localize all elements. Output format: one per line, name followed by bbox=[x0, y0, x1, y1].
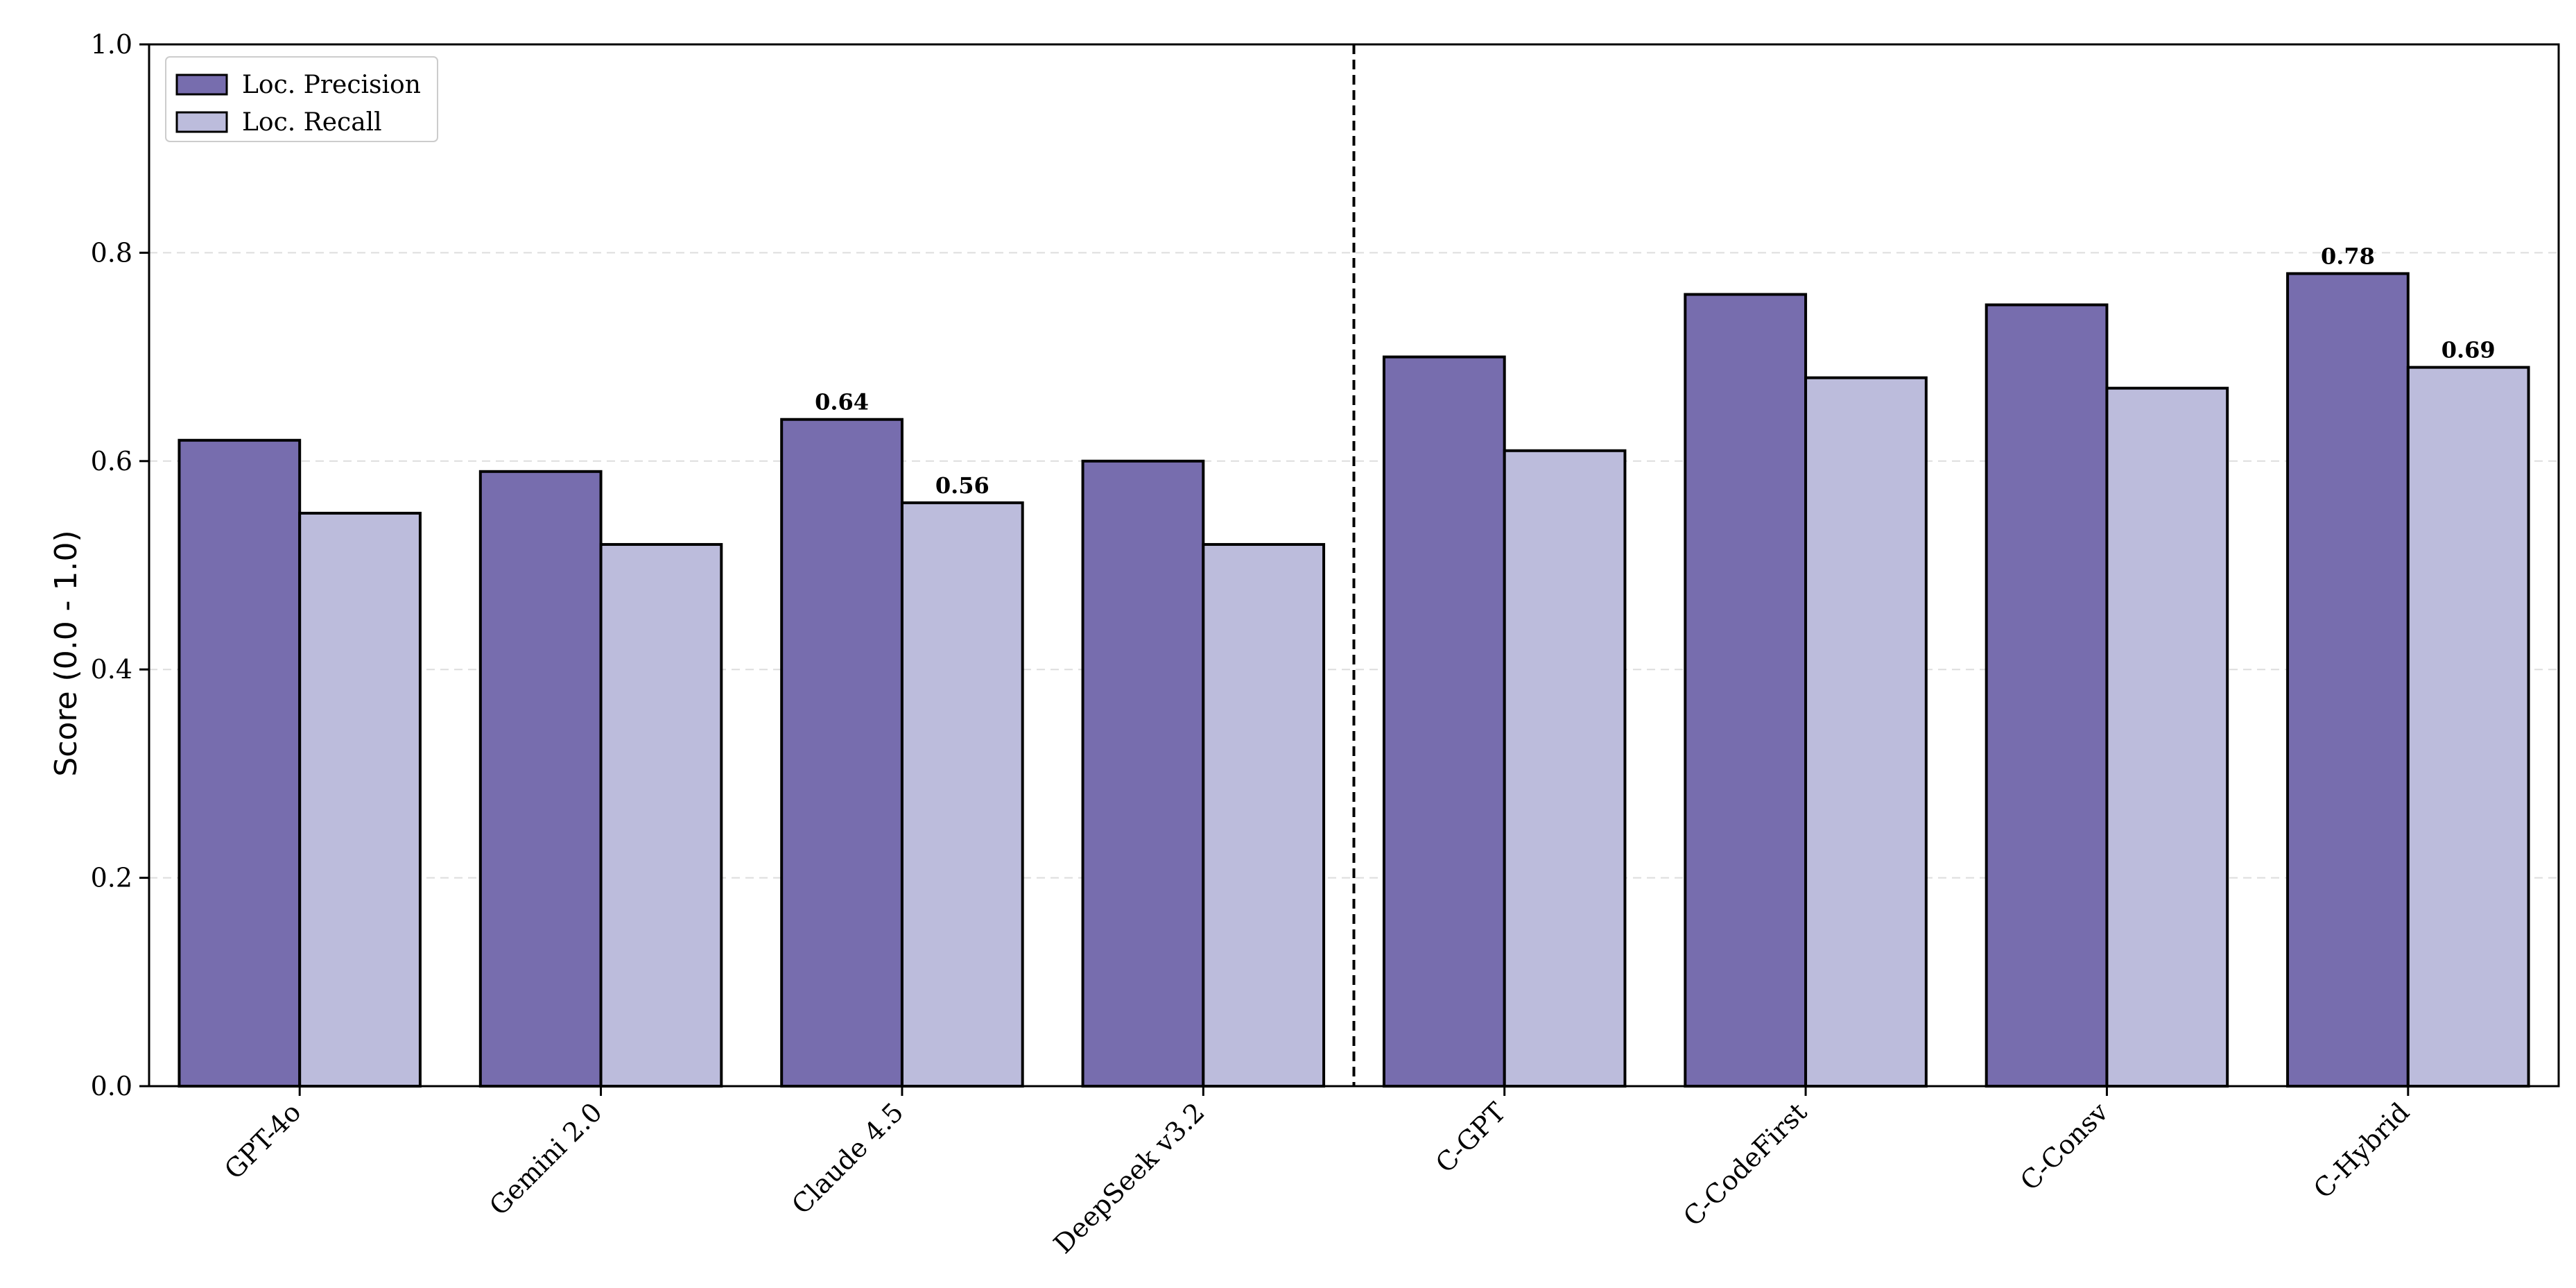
y-tick-label: 0.0 bbox=[91, 1071, 132, 1101]
bar-precision bbox=[178, 438, 302, 1088]
bar-recall bbox=[298, 511, 422, 1088]
data-label: 0.69 bbox=[2441, 337, 2496, 363]
y-tick-label: 0.8 bbox=[91, 237, 132, 268]
plot-frame bbox=[148, 43, 2560, 1088]
legend-box bbox=[165, 56, 438, 142]
legend-label: Loc. Recall bbox=[242, 108, 382, 137]
x-ticks: GPT-4o Gemini 2.0 Claude 4.5 DeepSeek v3.2 C… bbox=[218, 1086, 2415, 1260]
y-tick-label: 0.2 bbox=[91, 863, 132, 893]
legend-swatch bbox=[175, 74, 228, 96]
data-labels: 0.64 0.56 0.78 0.69 bbox=[815, 243, 2496, 498]
x-tick-label: DeepSeek v3.2 bbox=[1048, 1097, 1211, 1260]
legend-label: Loc. Precision bbox=[242, 71, 421, 99]
x-tick-label: C-GPT bbox=[1430, 1097, 1512, 1178]
bar-recall bbox=[2105, 386, 2229, 1088]
bar-recall bbox=[2406, 366, 2530, 1088]
legend-swatch bbox=[175, 111, 228, 133]
x-tick-label: Claude 4.5 bbox=[786, 1097, 909, 1220]
y-tick-label: 1.0 bbox=[91, 29, 132, 60]
bar-recall bbox=[1202, 542, 1326, 1088]
bar-recall bbox=[599, 542, 723, 1088]
y-axis-label: Score (0.0 - 1.0) bbox=[49, 530, 84, 776]
bar-precision bbox=[1081, 459, 1205, 1088]
bar-precision bbox=[2286, 272, 2410, 1088]
bar-recall bbox=[1804, 376, 1928, 1088]
bar-precision bbox=[1985, 303, 2109, 1088]
bar-precision bbox=[1382, 355, 1506, 1088]
x-tick-label: Gemini 2.0 bbox=[483, 1097, 608, 1221]
bars bbox=[178, 272, 2530, 1088]
data-label: 0.78 bbox=[2321, 243, 2375, 269]
bar-recall bbox=[1503, 449, 1627, 1088]
bar-precision bbox=[1684, 293, 1808, 1088]
y-tick-label: 0.4 bbox=[91, 654, 132, 685]
x-tick-label: C-Hybrid bbox=[2308, 1097, 2415, 1204]
y-ticks: 0.0 0.2 0.4 0.6 0.8 1.0 bbox=[91, 29, 149, 1101]
x-tick-label: C-CodeFirst bbox=[1677, 1097, 1813, 1232]
x-tick-label: C-Consv bbox=[2014, 1097, 2114, 1196]
bar-precision bbox=[780, 418, 904, 1088]
legend: Loc. Precision Loc. Recall bbox=[165, 56, 438, 142]
x-tick-label: GPT-4o bbox=[218, 1097, 306, 1185]
y-tick-label: 0.6 bbox=[91, 446, 132, 476]
bar-precision bbox=[478, 470, 603, 1088]
axes bbox=[148, 43, 2560, 1088]
bar-recall bbox=[900, 501, 1024, 1088]
data-label: 0.64 bbox=[815, 389, 869, 415]
data-label: 0.56 bbox=[935, 472, 989, 499]
